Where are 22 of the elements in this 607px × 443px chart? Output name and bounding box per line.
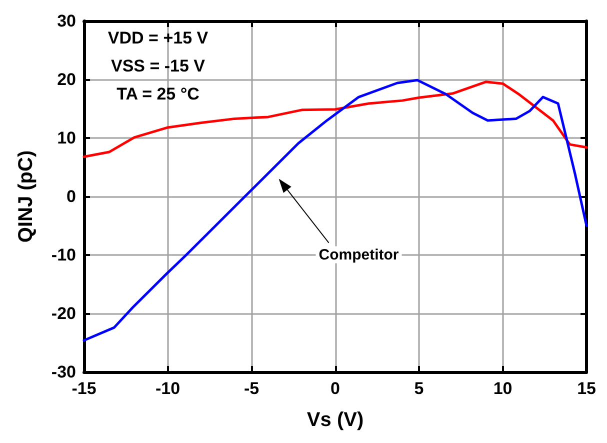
y-tick-label: 20 [57,70,76,89]
x-tick-label: -5 [244,379,260,398]
annotation: TA = 25 °C [116,84,200,104]
x-tick-label: 5 [414,379,424,398]
x-tick-label: -15 [72,379,96,398]
annotation: VDD = +15 V [108,28,209,48]
y-tick-label: 10 [57,128,76,148]
y-axis-title: QINJ (pC) [15,150,37,243]
line-series [82,78,588,342]
y-tick-label: -20 [51,304,76,323]
x-tick-label: -10 [155,379,180,398]
y-tick-label: -30 [51,362,76,382]
y-tick-label: -10 [51,246,76,264]
annotation: VSS = -15 V [110,56,206,76]
text: Competitor [318,246,399,264]
y-tick-label: 30 [57,12,76,30]
x-tick-label: 15 [577,379,596,398]
x-tick-label: 10 [493,379,512,398]
line-series [82,80,588,158]
x-tick-label: 0 [330,379,340,398]
x-axis-title: Vs (V) [306,409,364,431]
y-tick-label: 0 [66,187,76,206]
